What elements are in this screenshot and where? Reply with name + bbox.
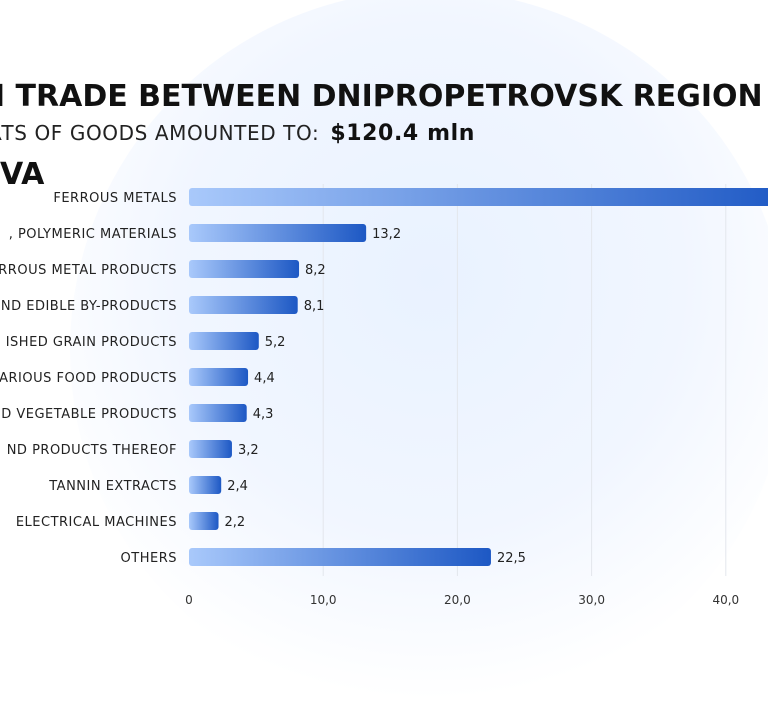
value-label: 22,5 — [497, 551, 526, 566]
value-label: 4,4 — [254, 371, 275, 386]
value-label: 3,2 — [238, 443, 259, 458]
bar — [189, 296, 298, 314]
bar — [189, 440, 232, 458]
category-label: FERROUS METALS — [53, 191, 177, 206]
category-label: ARIOUS FOOD PRODUCTS — [0, 371, 177, 386]
bars — [189, 188, 768, 566]
title-line-2: VA — [0, 157, 45, 192]
bar — [189, 260, 300, 278]
category-labels: FERROUS METALS , POLYMERIC MATERIALS RROUS… — [0, 191, 177, 566]
background-glow — [70, 0, 768, 710]
category-label: ND PRODUCTS THEREOF — [7, 443, 177, 458]
chart-subtitle: ORTS OF GOODS AMOUNTED TO: $120.4 mln — [0, 121, 475, 146]
value-label: 8,2 — [305, 263, 326, 278]
bar — [189, 512, 219, 530]
category-label: RROUS METAL PRODUCTS — [0, 263, 177, 278]
bar — [189, 188, 768, 206]
value-label: 13,2 — [372, 227, 401, 242]
x-tick-label: 10,0 — [310, 593, 337, 607]
x-tick-label: 30,0 — [578, 593, 605, 607]
value-label: 8,1 — [304, 299, 325, 314]
bar — [189, 548, 491, 566]
bar — [189, 224, 367, 242]
title-line-1: N TRADE BETWEEN DNIPROPETROVSK REGION — [0, 79, 763, 114]
value-label: 4,3 — [253, 407, 274, 422]
category-label: ISHED GRAIN PRODUCTS — [6, 335, 177, 350]
category-label: ELECTRICAL MACHINES — [16, 515, 177, 530]
category-label: D VEGETABLE PRODUCTS — [1, 407, 177, 422]
x-axis-ticks: 0 10,0 20,0 30,0 40,0 — [185, 593, 739, 607]
grid-lines — [322, 184, 727, 576]
category-label: ND EDIBLE BY-PRODUCTS — [1, 299, 177, 314]
x-tick-label: 0 — [185, 593, 193, 607]
bar — [189, 476, 222, 494]
bar — [189, 404, 247, 422]
category-label: OTHERS — [121, 551, 177, 566]
subtitle-amount: $120.4 mln — [330, 121, 475, 146]
chart-title: N TRADE BETWEEN DNIPROPETROVSK REGION VA — [0, 38, 768, 233]
bar — [189, 332, 259, 350]
x-tick-label: 40,0 — [712, 593, 739, 607]
value-label: 2,4 — [227, 479, 248, 494]
category-label: , POLYMERIC MATERIALS — [9, 227, 177, 242]
subtitle-label: ORTS OF GOODS AMOUNTED TO: — [0, 121, 320, 145]
value-label: 2,2 — [225, 515, 246, 530]
category-label: TANNIN EXTRACTS — [48, 479, 177, 494]
x-tick-label: 20,0 — [444, 593, 471, 607]
value-label: 5,2 — [265, 335, 286, 350]
value-labels: 13,2 8,2 8,1 5,2 4,4 4,3 3,2 2,4 2,2 22,5 — [225, 227, 526, 566]
bar — [189, 368, 249, 386]
